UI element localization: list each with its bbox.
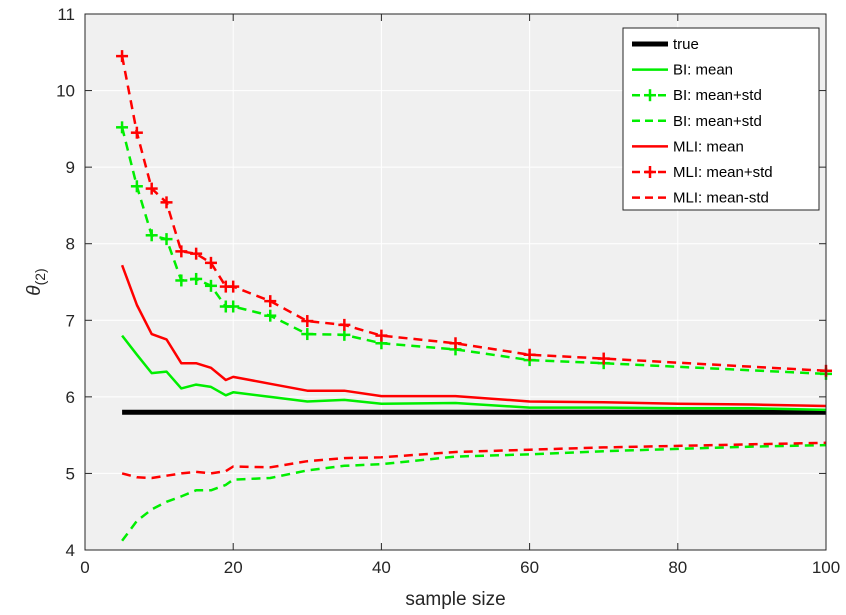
- legend-label-2: BI: mean+std: [673, 87, 762, 104]
- series-line-6: [121, 441, 827, 480]
- legend-marker-5: [644, 166, 656, 178]
- series-5-point: [264, 295, 277, 308]
- series-5-point: [160, 196, 173, 209]
- series-line-3: [121, 443, 827, 542]
- y-axis-label: θ(2): [24, 268, 48, 295]
- series-2-point: [175, 274, 188, 287]
- y-tick-label: 5: [66, 464, 75, 483]
- x-axis-label: sample size: [405, 589, 505, 610]
- series-5-point: [130, 126, 143, 139]
- plot-frame: [84, 13, 827, 551]
- series-5-point: [175, 245, 188, 258]
- legend-label-5: MLI: mean+std: [673, 164, 773, 181]
- series-line-2: [120, 126, 827, 376]
- x-tick-label: 0: [80, 558, 89, 577]
- y-tick-label: 10: [56, 82, 75, 101]
- y-tick-label: 8: [66, 235, 75, 254]
- legend-label-4: MLI: mean: [673, 138, 744, 155]
- series-2-point: [301, 328, 314, 341]
- legend-label-0: true: [673, 36, 699, 53]
- series-5-point: [116, 50, 129, 63]
- x-axis-ticks: 0 20 40 60 80 100: [80, 14, 840, 577]
- x-tick-label: 20: [224, 558, 243, 577]
- series-5-point: [190, 247, 203, 260]
- y-axis-label-sub: (2): [32, 268, 48, 285]
- series-2-point: [190, 272, 203, 285]
- series-2-point: [160, 233, 173, 246]
- y-axis-ticks: 4 5 6 7 8 9 10 11: [56, 5, 826, 560]
- series-line-4: [120, 264, 827, 408]
- y-tick-label: 7: [66, 311, 75, 330]
- legend-label-1: BI: mean: [673, 62, 733, 79]
- y-tick-label: 6: [66, 388, 75, 407]
- series-5-point: [375, 329, 388, 342]
- series-5-point: [523, 348, 536, 361]
- series-2-point: [227, 300, 240, 313]
- series-2-point: [204, 279, 217, 292]
- series-5-point: [597, 352, 610, 365]
- series-5-point: [227, 280, 240, 293]
- legend-marker-2: [644, 89, 656, 102]
- series-5-point: [204, 256, 217, 269]
- y-tick-label: 11: [57, 5, 75, 24]
- legend-label-6: MLI: mean-std: [673, 190, 769, 207]
- series-line-1: [121, 334, 827, 412]
- x-tick-label: 100: [812, 558, 840, 577]
- series-2-point: [116, 121, 129, 134]
- series-2-point: [130, 180, 143, 193]
- series-5-point: [145, 182, 158, 195]
- series-5-point: [449, 337, 462, 350]
- x-tick-label: 80: [668, 558, 687, 577]
- x-tick-label: 60: [520, 558, 539, 577]
- legend-label-3: BI: mean+std: [673, 113, 762, 130]
- y-tick-label: 9: [66, 158, 75, 177]
- series-layer: [116, 50, 832, 542]
- legend-box: [622, 27, 820, 211]
- y-tick-label: 4: [66, 541, 75, 560]
- series-2-point: [264, 309, 277, 322]
- legend: true BI: mean BI: mean+std BI: mean+std MLI:…: [622, 27, 820, 211]
- y-axis-label-base: θ: [24, 285, 45, 296]
- series-2-point: [145, 229, 158, 242]
- x-tick-label: 40: [372, 558, 391, 577]
- series-5-point: [301, 315, 314, 328]
- series-5-point: [338, 318, 351, 331]
